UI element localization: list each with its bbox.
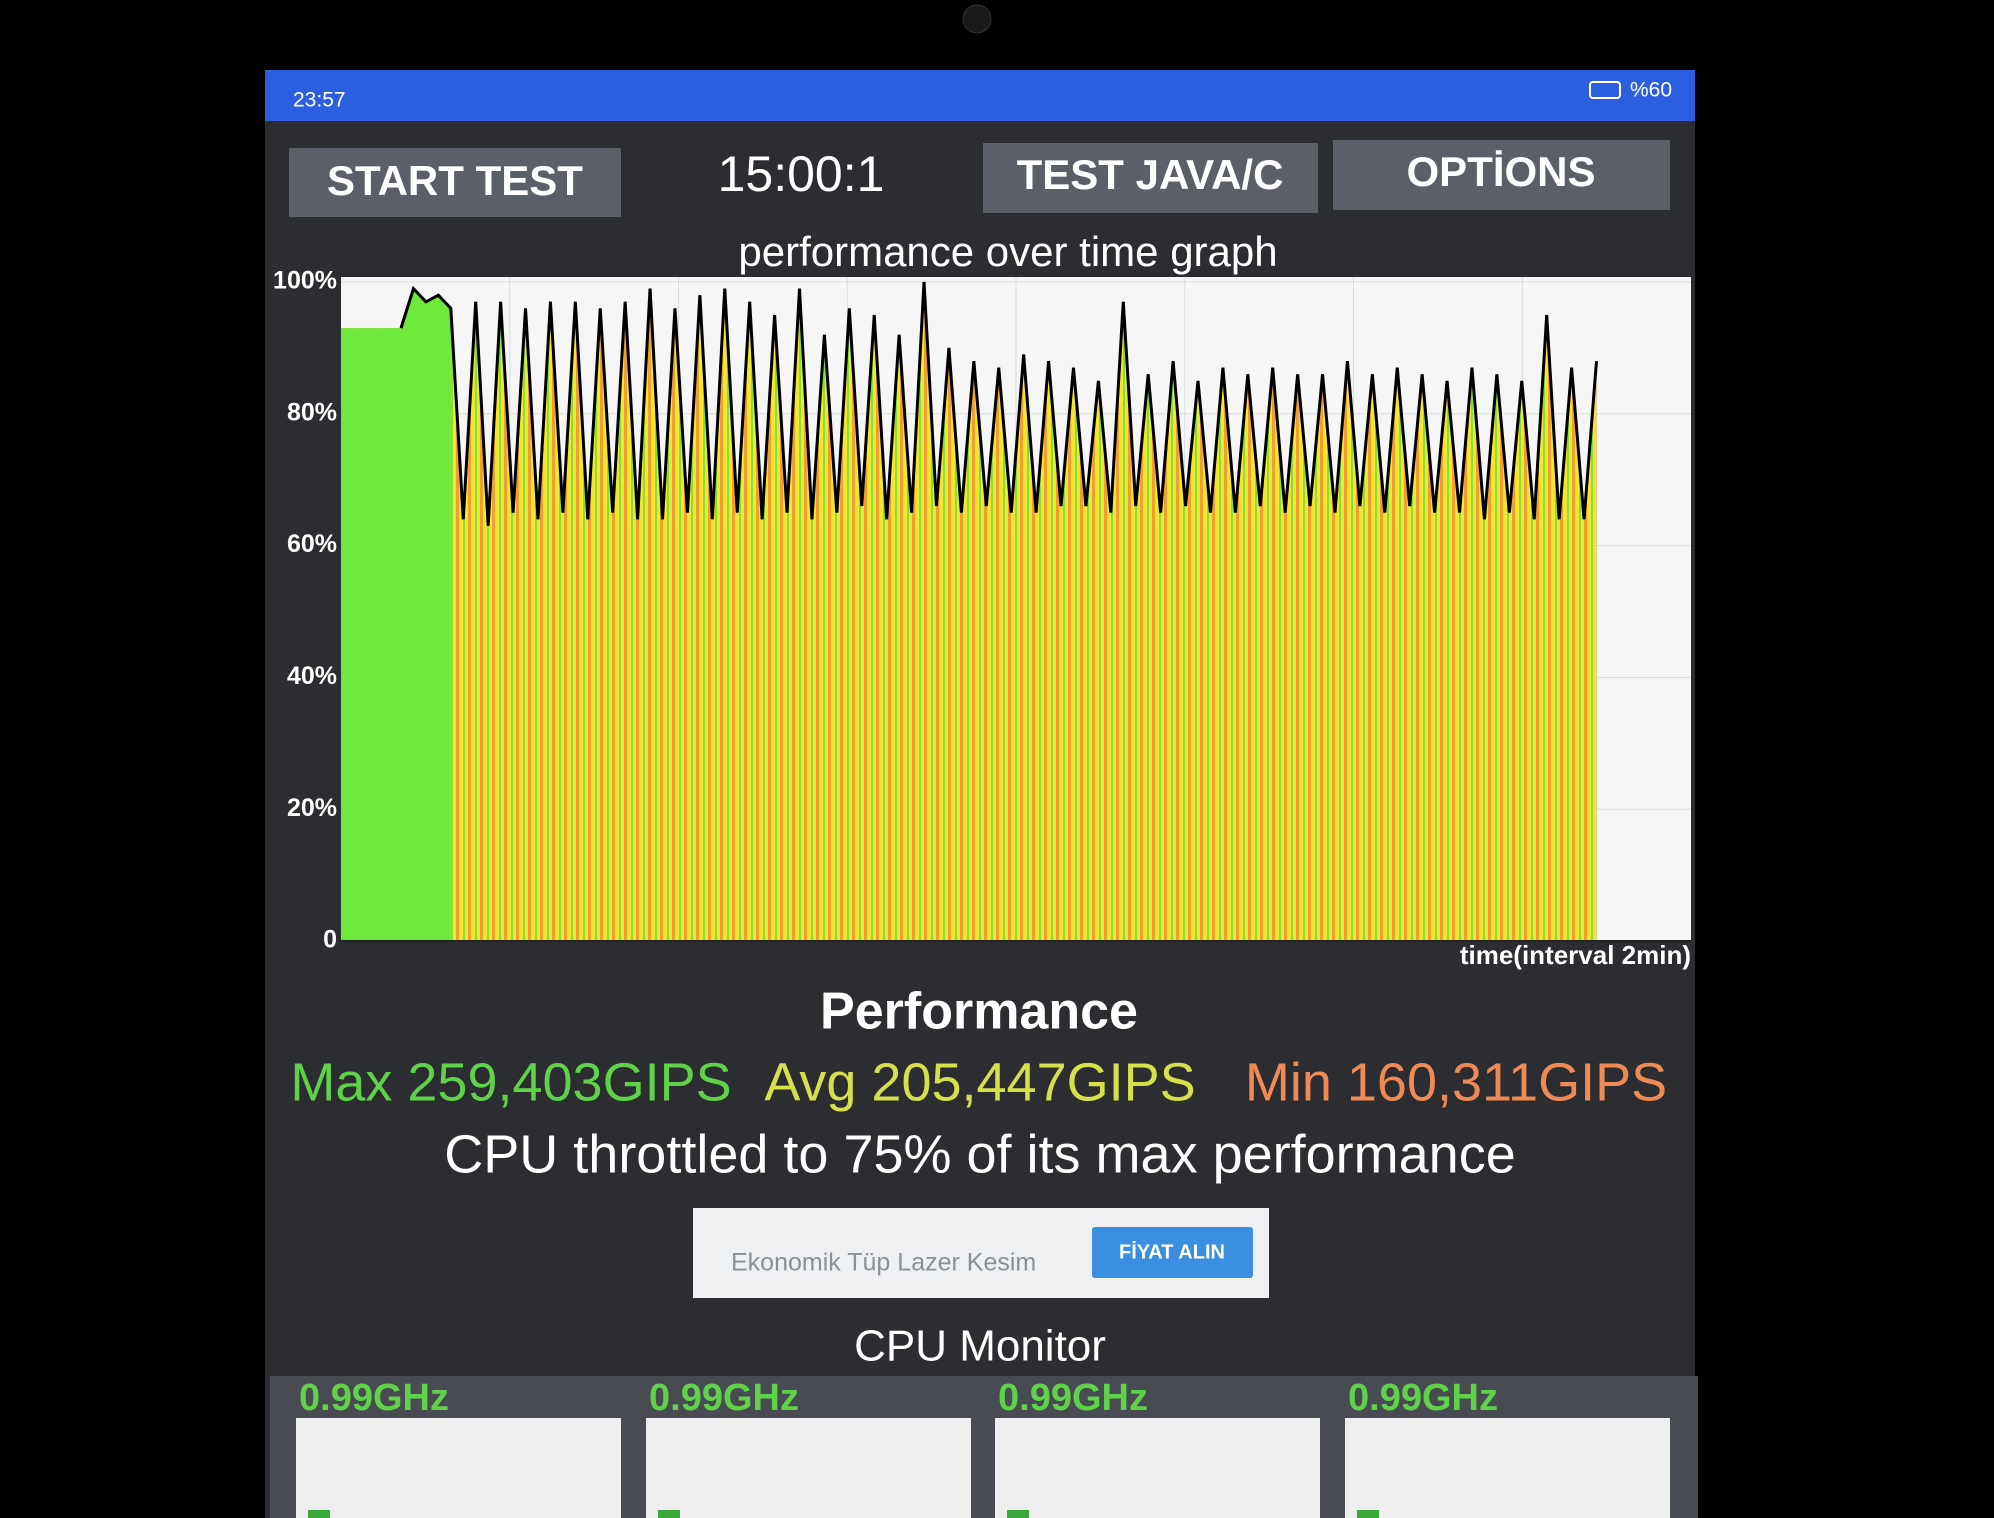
core-level [658,1510,680,1518]
y-tick-label: 20% [287,794,337,822]
throttle-summary: CPU throttled to 75% of its max performa… [444,1124,1515,1184]
y-tick-label: 80% [287,398,337,426]
core-frequency: 0.99GHz [998,1377,1148,1419]
camera [962,4,992,34]
performance-line [399,281,1598,526]
x-axis-label: time(interval 2min) [1460,940,1691,970]
timer: 15:00:1 [718,146,885,202]
max-result: Max 259,403GIPS [290,1052,731,1112]
area-fill [341,282,1597,941]
chart-title: performance over time graph [738,228,1277,275]
status-time: 23:57 [293,89,346,112]
cores: 0.99GHz 0.99GHz 0.99GHz 0.99GHz [296,1377,1670,1518]
min-result: Min 160,311GIPS [1245,1052,1667,1112]
area-fill-start [341,288,451,942]
core-graph [995,1418,1320,1518]
start-test-button[interactable] [289,148,621,217]
y-tick-label: 0 [323,926,337,954]
core-frequency: 0.99GHz [1348,1377,1498,1419]
core-level [308,1510,330,1518]
options-button[interactable] [1333,140,1670,210]
core-level [1007,1510,1029,1518]
core-frequency: 0.99GHz [649,1377,799,1419]
y-tick-label: 100% [273,267,337,295]
cpu-monitor-title: CPU Monitor [854,1322,1106,1371]
y-tick-label: 40% [287,662,337,690]
core-graph [296,1418,621,1518]
test-java-button[interactable] [983,143,1318,213]
core-frequency: 0.99GHz [299,1377,449,1419]
y-tick-label: 60% [287,530,337,558]
plot: 0 20% 40% 60% 80% 100% [273,267,1691,954]
core-graph [1345,1418,1670,1518]
status-bar [265,70,1695,121]
ad-button[interactable] [1092,1227,1253,1278]
ad-button-label: FİYAT ALIN [1119,1240,1225,1263]
core-graph [646,1418,971,1518]
performance-heading: Performance [820,983,1138,1041]
ad-text: Ekonomik Tüp Lazer Kesim [731,1249,1036,1277]
core-level [1357,1510,1379,1518]
battery-icon [1589,81,1621,99]
start-test-label: START TEST [327,157,583,204]
status-battery: %60 [1630,79,1672,102]
test-java-label: TEST JAVA/C [1017,151,1284,198]
options-label: OPTİONS [1406,148,1595,195]
avg-result: Avg 205,447GIPS [764,1052,1195,1112]
